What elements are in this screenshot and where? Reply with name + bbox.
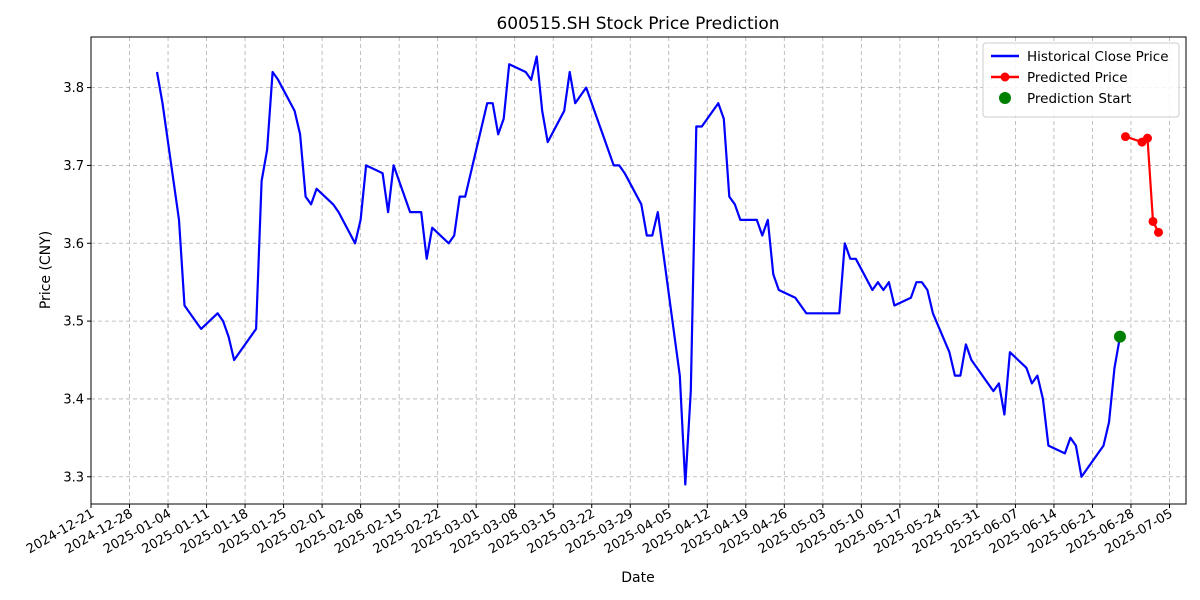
legend-predicted-label: Predicted Price — [1027, 70, 1128, 86]
y-tick-label: 3.5 — [63, 315, 84, 330]
legend-start-label: Prediction Start — [1027, 91, 1131, 107]
y-tick-label: 3.4 — [63, 392, 84, 407]
series-layer — [155, 55, 1163, 486]
legend: Historical Close Price Predicted Price P… — [982, 42, 1180, 118]
y-tick-label: 3.8 — [63, 81, 84, 96]
x-axis-label: Date — [621, 570, 654, 586]
x-axis: 2024-12-212024-12-282025-01-042025-01-11… — [24, 504, 1175, 557]
legend-start-marker — [999, 92, 1011, 104]
prediction-start-point — [1113, 330, 1126, 343]
y-axis-label: Price (CNY) — [38, 231, 54, 309]
legend-historical-label: Historical Close Price — [1027, 49, 1169, 65]
y-tick-label: 3.7 — [63, 159, 84, 174]
y-axis: 3.3 3.4 3.5 3.6 3.7 3.8 — [63, 81, 91, 485]
predicted-point — [1153, 227, 1163, 237]
predicted-point — [1148, 216, 1158, 226]
chart-title: 600515.SH Stock Price Prediction — [496, 14, 779, 34]
plot-frame — [90, 36, 1187, 505]
y-tick-label: 3.6 — [63, 237, 84, 252]
predicted-point — [1142, 133, 1152, 143]
legend-predicted-marker — [1000, 72, 1010, 82]
y-tick-label: 3.3 — [63, 470, 84, 485]
predicted-point — [1120, 132, 1130, 142]
series-line-0 — [155, 55, 1122, 486]
legend-box — [982, 42, 1180, 118]
